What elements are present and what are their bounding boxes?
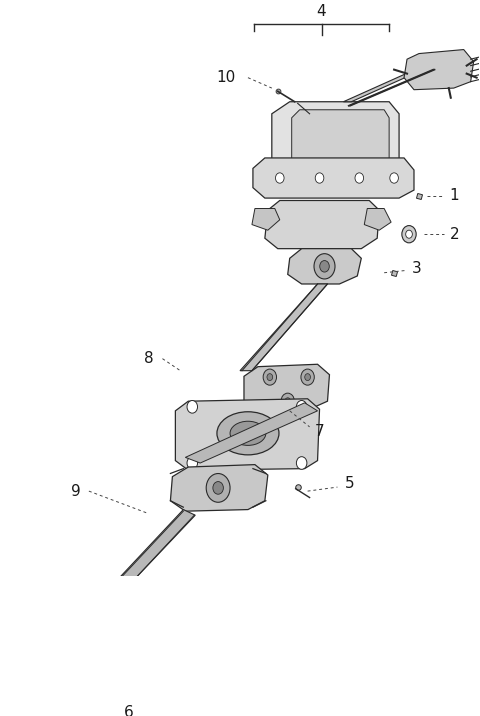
- Circle shape: [315, 173, 324, 183]
- Ellipse shape: [217, 412, 279, 455]
- Polygon shape: [109, 510, 195, 594]
- Circle shape: [206, 473, 230, 502]
- Circle shape: [301, 369, 314, 385]
- Text: 8: 8: [144, 351, 153, 366]
- Polygon shape: [364, 208, 391, 230]
- Polygon shape: [175, 399, 320, 470]
- Text: 5: 5: [345, 476, 354, 491]
- Circle shape: [187, 457, 198, 469]
- Circle shape: [117, 642, 124, 651]
- Text: 7: 7: [315, 424, 324, 439]
- Text: 9: 9: [71, 483, 81, 498]
- Polygon shape: [292, 110, 389, 170]
- Circle shape: [118, 601, 130, 616]
- Polygon shape: [404, 49, 474, 90]
- Circle shape: [390, 173, 398, 183]
- Circle shape: [406, 230, 412, 238]
- Polygon shape: [252, 208, 280, 230]
- Polygon shape: [75, 584, 174, 633]
- Circle shape: [187, 400, 198, 413]
- Circle shape: [402, 226, 416, 243]
- Polygon shape: [79, 630, 162, 662]
- Circle shape: [281, 393, 294, 410]
- Circle shape: [267, 374, 273, 381]
- Text: 4: 4: [317, 4, 326, 19]
- Circle shape: [110, 592, 137, 624]
- Circle shape: [320, 261, 329, 272]
- Circle shape: [314, 253, 335, 279]
- Text: 6: 6: [124, 705, 133, 716]
- Polygon shape: [343, 62, 441, 102]
- Polygon shape: [170, 465, 268, 511]
- Polygon shape: [265, 200, 379, 248]
- Circle shape: [263, 369, 276, 385]
- Text: 10: 10: [216, 70, 236, 85]
- Circle shape: [285, 398, 290, 405]
- Circle shape: [305, 374, 311, 381]
- Circle shape: [112, 636, 129, 657]
- Circle shape: [296, 400, 307, 413]
- Circle shape: [276, 173, 284, 183]
- Circle shape: [355, 173, 364, 183]
- Text: 2: 2: [450, 227, 459, 242]
- Circle shape: [296, 457, 307, 469]
- Polygon shape: [244, 364, 329, 411]
- Text: 1: 1: [449, 188, 458, 203]
- Ellipse shape: [230, 421, 266, 445]
- Polygon shape: [272, 102, 399, 174]
- Circle shape: [213, 482, 223, 494]
- Polygon shape: [253, 158, 414, 198]
- Polygon shape: [240, 284, 327, 371]
- Polygon shape: [185, 403, 318, 463]
- Polygon shape: [288, 248, 361, 284]
- Text: 3: 3: [412, 261, 422, 276]
